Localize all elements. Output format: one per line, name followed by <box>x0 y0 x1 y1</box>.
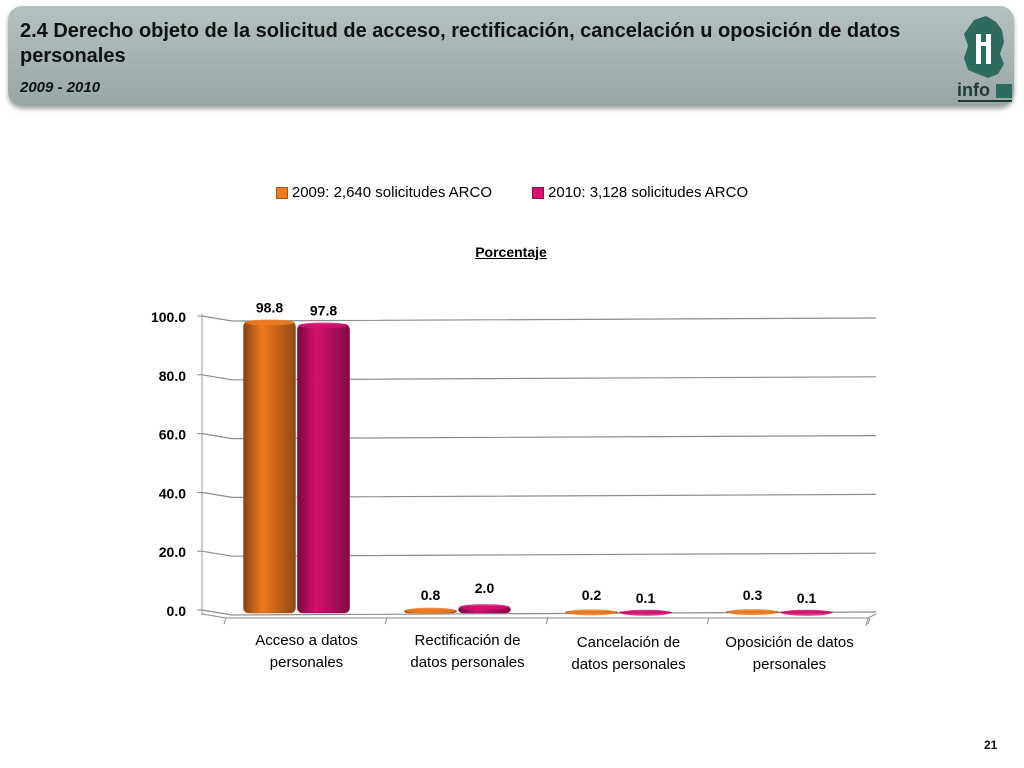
x-tick-label: datos personales <box>571 656 685 673</box>
bar-cap-2010 <box>620 609 671 616</box>
chart-title: Porcentaje <box>475 244 547 260</box>
slide-header: 2.4 Derecho objeto de la solicitud de ac… <box>8 6 1014 106</box>
legend-swatch-2009 <box>275 186 288 199</box>
gridline <box>201 315 877 322</box>
legend-item-2009: 2009: 2,640 solicitudes ARCO <box>275 184 492 201</box>
x-tick <box>706 617 710 625</box>
gridline <box>201 433 877 440</box>
logo-text: info <box>957 80 990 100</box>
bar-cap-2009 <box>727 609 778 616</box>
bar-2010 <box>297 324 350 614</box>
x-tick-label: Acceso a datos <box>255 632 358 649</box>
bar-2009 <box>243 321 296 614</box>
gridline <box>201 374 877 381</box>
page-number: 21 <box>984 738 998 752</box>
bar-cap-2009 <box>566 609 617 616</box>
legend-swatch-2010 <box>532 186 544 199</box>
y-tick-label: 100.0 <box>151 309 186 325</box>
y-tick-label: 80.0 <box>159 368 186 384</box>
data-label: 2.0 <box>475 580 495 596</box>
y-tick-label: 0.0 <box>167 603 187 619</box>
x-tick <box>545 617 549 625</box>
x-tick-label: Cancelación de <box>577 634 680 651</box>
data-label: 97.8 <box>310 302 337 318</box>
info-df-logo: info <box>957 16 1012 102</box>
bar-cap-2009 <box>244 319 295 326</box>
data-label: 0.3 <box>743 587 763 603</box>
data-label: 0.8 <box>421 587 441 603</box>
x-tick <box>867 617 871 625</box>
bar-cap-2010 <box>459 604 510 611</box>
y-tick-label: 60.0 <box>159 427 186 443</box>
data-label: 0.2 <box>582 587 602 603</box>
slide-title: 2.4 Derecho objeto de la solicitud de ac… <box>20 20 901 67</box>
x-tick-label: Rectificación de <box>415 632 521 649</box>
legend-item-2010: 2010: 3,128 solicitudes ARCO <box>532 184 748 201</box>
x-tick-label: datos personales <box>410 654 524 671</box>
slide-subtitle: 2009 - 2010 <box>20 79 101 96</box>
bar-cap-2010 <box>298 322 349 329</box>
x-tick-label: Oposición de datos <box>725 634 853 651</box>
data-label: 98.8 <box>256 300 283 316</box>
y-tick-label: 20.0 <box>159 544 186 560</box>
gridline <box>201 491 877 499</box>
x-tick <box>223 617 227 625</box>
chart-legend: 2009: 2,640 solicitudes ARCO 2010: 3,128… <box>0 184 1024 201</box>
x-axis-line <box>226 617 869 627</box>
y-tick-label: 40.0 <box>159 485 186 501</box>
gridline <box>201 550 877 557</box>
x-tick-label: personales <box>270 654 343 671</box>
legend-label-2010: 2010: 3,128 solicitudes ARCO <box>548 184 749 201</box>
x-tick-label: personales <box>753 656 826 673</box>
bar-cap-2010 <box>781 609 832 616</box>
legend-label-2009: 2009: 2,640 solicitudes ARCO <box>291 184 492 201</box>
bar-cap-2009 <box>405 607 456 614</box>
data-label: 0.1 <box>797 590 817 606</box>
data-label: 0.1 <box>636 590 656 606</box>
x-tick <box>384 617 388 625</box>
